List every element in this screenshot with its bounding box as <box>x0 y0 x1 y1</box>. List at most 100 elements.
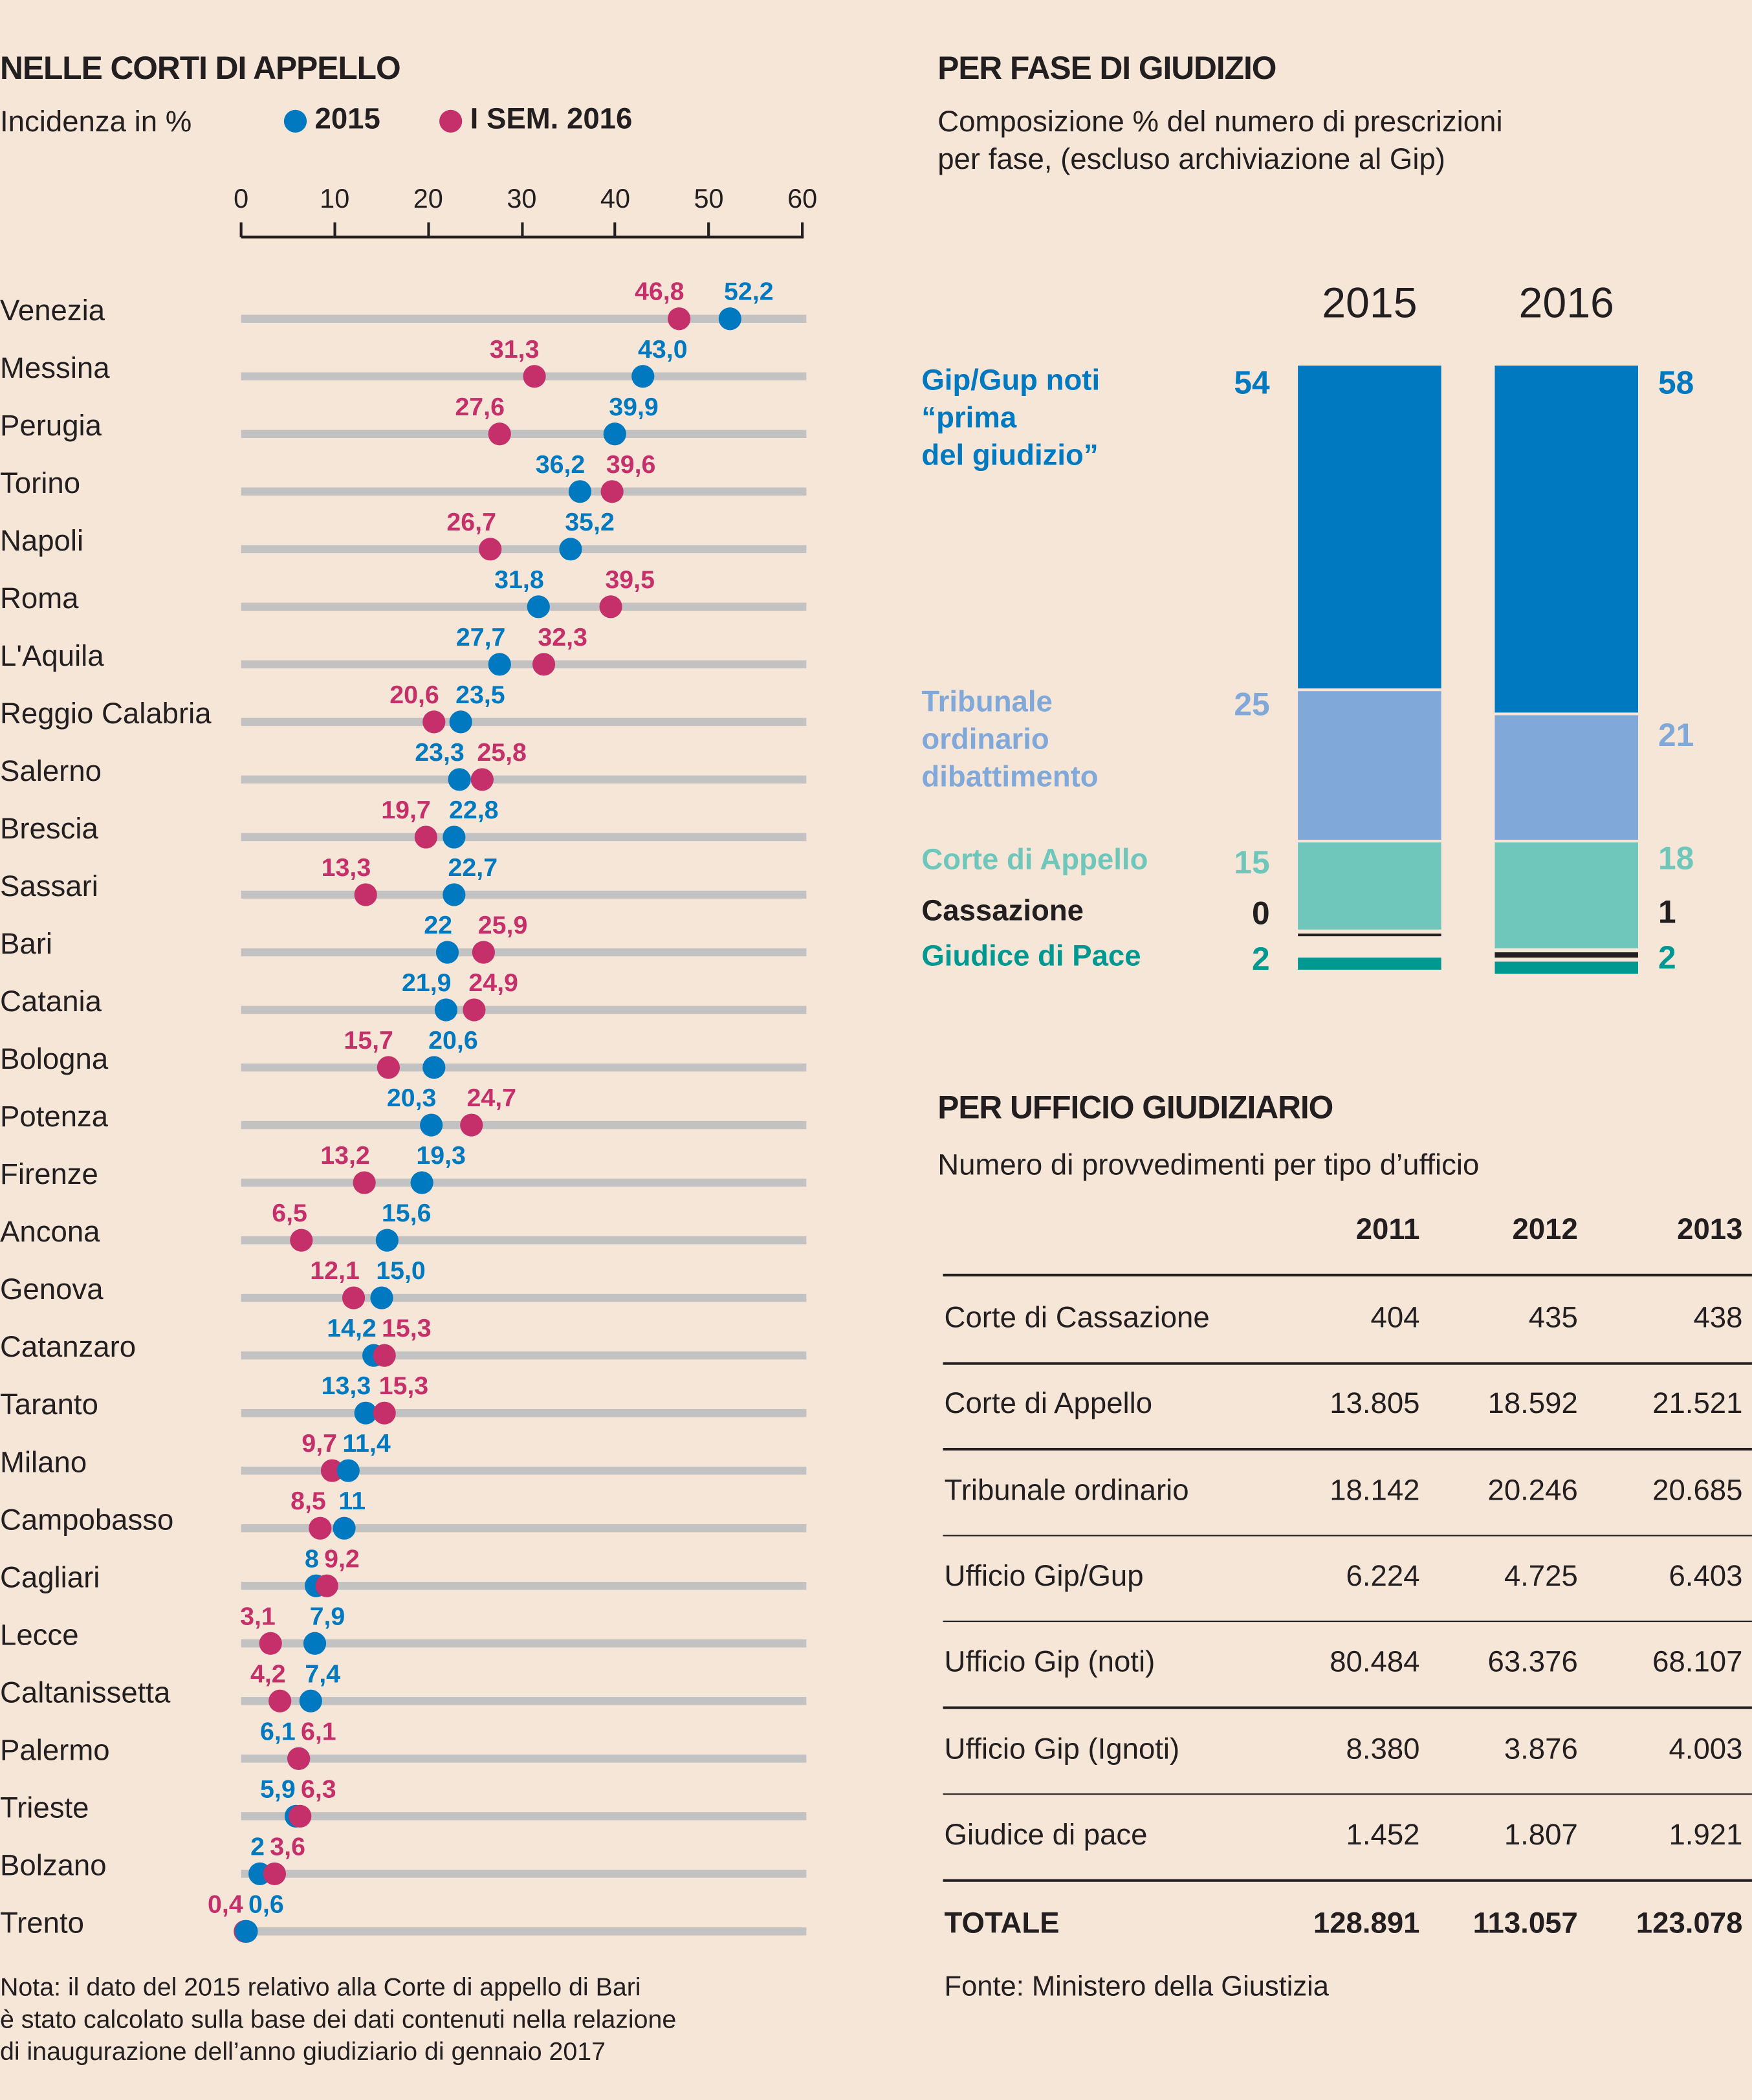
value-label-2015: 35,2 <box>565 509 615 538</box>
dot-2015 <box>336 1459 360 1482</box>
bar-segment-appello <box>1495 842 1638 948</box>
bar-year-label: 2015 <box>1322 278 1418 327</box>
dot-2015 <box>303 1632 327 1655</box>
x-axis-line <box>241 235 804 239</box>
row-label: Ufficio Gip/Gup <box>944 1559 1144 1593</box>
dot-2016 <box>289 1804 312 1828</box>
city-label: Trieste <box>0 1790 89 1824</box>
city-label: Bolzano <box>0 1848 107 1882</box>
x-tick-label: 0 <box>234 184 249 215</box>
row-label: Ufficio Gip (noti) <box>944 1645 1155 1679</box>
track-bar <box>241 890 807 899</box>
dot-2016 <box>667 307 690 331</box>
value-label-2015: 11,4 <box>342 1430 391 1459</box>
value-label-2016: 24,9 <box>468 969 518 998</box>
value-label-2015: 31,8 <box>494 566 544 595</box>
dot-2016 <box>258 1632 282 1655</box>
city-label: Torino <box>0 466 81 500</box>
value-label-2016: 31,3 <box>489 336 540 365</box>
bar-segment-gip <box>1495 366 1638 713</box>
track-bar <box>241 1121 807 1130</box>
value-label-2015: 0,6 <box>248 1891 284 1920</box>
value-label-2015: 36,2 <box>535 451 586 480</box>
dot-2015 <box>434 998 457 1022</box>
city-label: Genova <box>0 1272 104 1306</box>
city-label: Caltanissetta <box>0 1675 171 1709</box>
x-tick-mark <box>801 222 804 237</box>
value-label-2015: 6,1 <box>260 1718 296 1747</box>
value-label-2016: 9,2 <box>324 1546 360 1574</box>
series-label-tribunale: Tribunale ordinario dibattimento <box>921 683 1098 796</box>
dot-2016 <box>471 768 494 791</box>
value-label-2016: 0,4 <box>208 1891 243 1920</box>
track-bar <box>241 1927 807 1936</box>
track-bar <box>241 602 807 611</box>
dot-2015 <box>235 1920 258 1943</box>
legend-2015-dot-icon <box>283 109 307 133</box>
series-label-pace: Giudice di Pace <box>921 937 1141 975</box>
track-bar <box>241 1639 807 1648</box>
city-label: Catanzaro <box>0 1329 137 1364</box>
dot-2016 <box>479 538 503 561</box>
row-label: Corte di Appello <box>944 1386 1153 1421</box>
value-label-2016: 6,1 <box>300 1718 336 1747</box>
dot-2015 <box>369 1286 393 1309</box>
city-label: Firenze <box>0 1157 98 1191</box>
value-label-2016: 24,7 <box>466 1084 517 1113</box>
value-label-2015: 15,0 <box>376 1258 426 1286</box>
dot-2016 <box>290 1229 314 1252</box>
dot-2015 <box>717 307 741 331</box>
value-label-2016: 26,7 <box>446 509 496 538</box>
track-bar <box>241 545 807 554</box>
x-tick-mark <box>707 222 710 237</box>
bar-segment-cassazione <box>1298 933 1441 937</box>
source-note: Fonte: Ministero della Giustizia <box>944 1971 1329 2003</box>
x-tick-label: 50 <box>694 184 724 215</box>
track-bar <box>241 948 807 957</box>
city-label: Sassari <box>0 869 98 903</box>
dot-2016 <box>599 595 622 618</box>
series-label-line: dibattimento <box>921 759 1099 793</box>
row-value: 1.921 <box>1669 1817 1743 1851</box>
row-value: 1.452 <box>1346 1817 1420 1851</box>
row-label: Giudice di pace <box>944 1817 1148 1851</box>
track-bar <box>241 1005 807 1014</box>
track-bar <box>241 314 807 323</box>
value-label-2015: 19,3 <box>416 1142 466 1171</box>
value-2016-tribunale: 21 <box>1658 717 1694 754</box>
table-title: PER UFFICIO GIUDIZIARIO <box>937 1090 1333 1127</box>
track-bar <box>241 487 807 496</box>
track-bar <box>241 1870 807 1878</box>
bar-segment-tribunale <box>1495 715 1638 840</box>
value-label-2016: 25,8 <box>477 739 527 768</box>
table-rule <box>943 1534 1752 1537</box>
city-label: Bologna <box>0 1042 109 1076</box>
track-bar <box>241 833 807 842</box>
x-tick-mark <box>239 222 243 237</box>
dot-2016 <box>522 365 545 388</box>
track-bar <box>241 717 807 727</box>
x-tick-label: 40 <box>600 184 630 215</box>
city-label: Potenza <box>0 1099 109 1133</box>
value-label-2015: 14,2 <box>327 1315 377 1344</box>
dot-2016 <box>373 1344 396 1367</box>
value-label-2016: 6,5 <box>272 1199 307 1229</box>
footnote-line: è stato calcolato sulla base dei dati co… <box>0 2006 677 2035</box>
value-label-2015: 22,8 <box>449 796 499 826</box>
stacked-subtitle: Composizione % del numero di prescrizion… <box>937 103 1502 178</box>
row-value: 4.003 <box>1669 1731 1743 1765</box>
table-rule <box>943 1362 1752 1364</box>
value-label-2015: 11 <box>338 1488 366 1516</box>
value-label-2015: 5,9 <box>260 1776 296 1804</box>
row-value: 80.484 <box>1330 1645 1420 1679</box>
bar-segment-tribunale <box>1298 691 1441 840</box>
row-value: 68.107 <box>1652 1645 1743 1679</box>
value-label-2016: 27,6 <box>455 393 505 422</box>
row-value: 404 <box>1370 1300 1420 1335</box>
value-label-2016: 15,7 <box>344 1027 393 1056</box>
value-label-2016: 3,1 <box>240 1603 276 1632</box>
value-label-2016: 15,3 <box>382 1315 432 1344</box>
bar-segment-pace <box>1298 957 1441 970</box>
dot-2016 <box>309 1516 333 1540</box>
dot-2015 <box>333 1516 356 1540</box>
